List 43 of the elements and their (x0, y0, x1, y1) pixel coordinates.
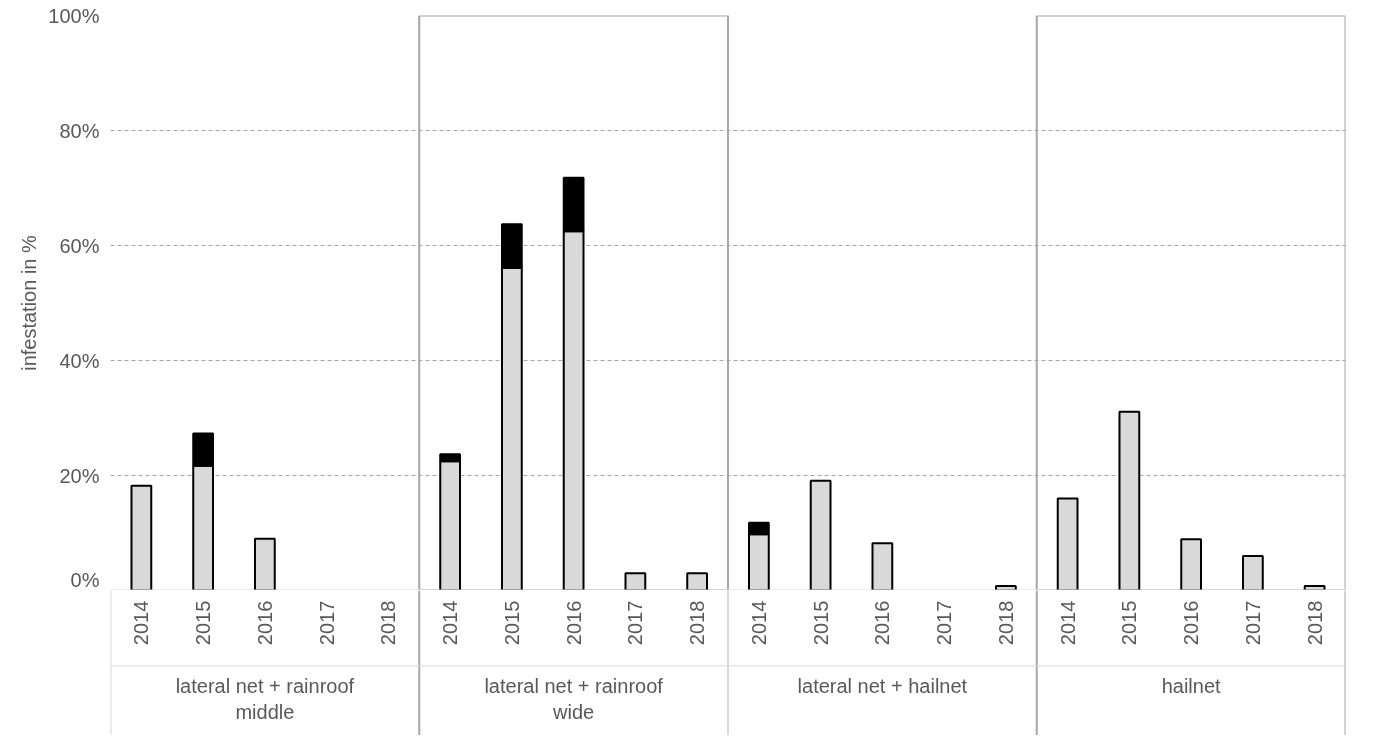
x-tick-label: 2014 (747, 600, 770, 646)
y-tick-label: 100% (48, 4, 100, 27)
x-tick-label: 2018 (686, 600, 709, 646)
y-tick-label: 20% (59, 464, 100, 487)
x-tick-label: 2016 (253, 600, 276, 646)
y-tick-label: 60% (59, 234, 100, 257)
x-tick-label: 2018 (1303, 600, 1326, 646)
bar (809, 479, 832, 590)
x-tick-label: 2014 (1056, 600, 1079, 646)
bar (1118, 410, 1141, 590)
x-tick-label: 2018 (994, 600, 1017, 646)
bar (1241, 555, 1264, 590)
x-tick-label: 2015 (500, 600, 523, 646)
bar (871, 542, 894, 590)
x-tick-label: 2016 (871, 600, 894, 646)
bar (1180, 538, 1203, 590)
x-tick-label: 2015 (192, 600, 215, 646)
bar (1056, 497, 1079, 590)
bar (686, 572, 709, 590)
x-tick-label: 2017 (1241, 600, 1264, 646)
bar (130, 484, 153, 590)
x-tick-label: 2017 (933, 600, 956, 646)
x-tick-label: 2014 (439, 600, 462, 646)
y-tick-label: 0% (70, 568, 100, 591)
x-tick-label: 2014 (130, 600, 153, 646)
y-axis-title: infestation in % (18, 234, 41, 371)
text: lateral net + rainroof middle (175, 674, 355, 723)
bar (1303, 584, 1326, 590)
bar (624, 572, 647, 590)
x-tick-label: 2015 (809, 600, 832, 646)
x-tick-label: 2018 (377, 600, 400, 646)
text: hailnet (1161, 674, 1222, 697)
x-tick-label: 2017 (624, 600, 647, 646)
x-tick-label: 2016 (562, 600, 585, 646)
bar (994, 584, 1017, 590)
y-tick-label: 40% (59, 349, 100, 372)
x-tick-label: 2015 (1118, 600, 1141, 646)
x-tick-label: 2017 (315, 600, 338, 646)
text: lateral net + rainroof wide (484, 674, 664, 723)
y-tick-label: 80% (59, 119, 100, 142)
bar (253, 537, 276, 590)
x-tick-label: 2016 (1180, 600, 1203, 646)
text: lateral net + hailnet (797, 674, 968, 697)
